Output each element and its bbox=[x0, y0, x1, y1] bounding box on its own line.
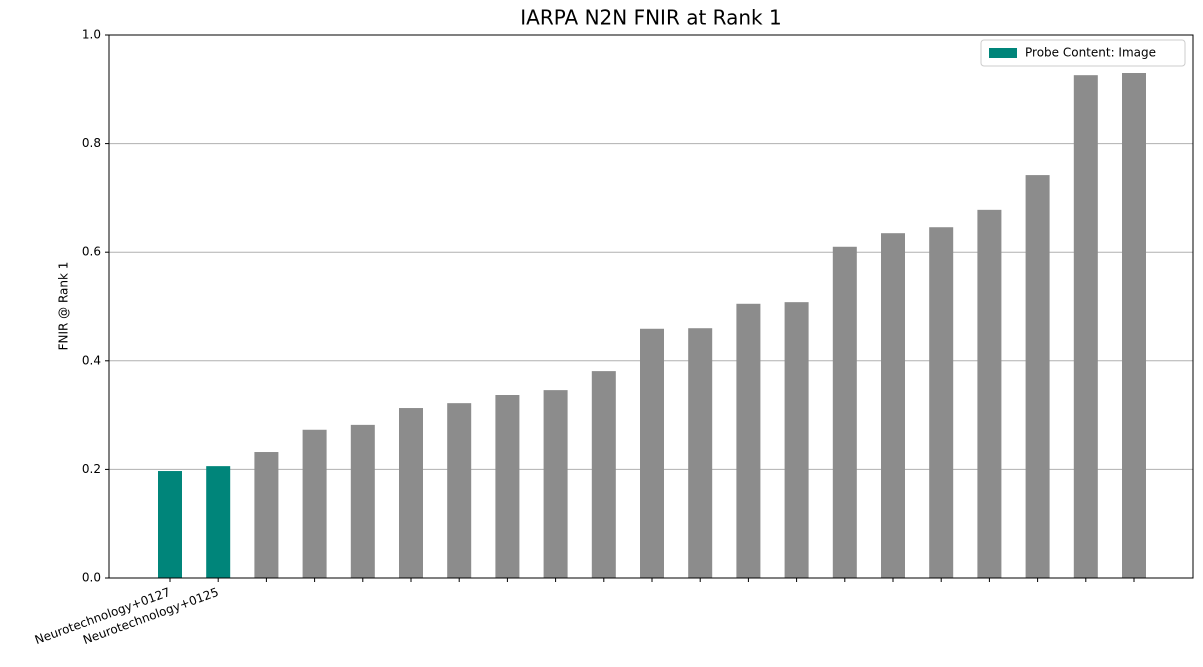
bar bbox=[495, 395, 520, 578]
bar bbox=[1073, 75, 1098, 578]
bar bbox=[447, 403, 472, 578]
bar bbox=[832, 246, 857, 578]
y-axis-label: FNIR @ Rank 1 bbox=[57, 262, 71, 351]
bar bbox=[736, 303, 761, 578]
bar bbox=[399, 408, 423, 578]
y-tick-label: 1.0 bbox=[82, 28, 101, 42]
chart-title: IARPA N2N FNIR at Rank 1 bbox=[520, 6, 781, 30]
bar bbox=[977, 209, 1002, 578]
legend: Probe Content: Image bbox=[980, 39, 1186, 67]
y-tick-label: 0.4 bbox=[82, 353, 101, 367]
bar bbox=[543, 390, 568, 578]
bar bbox=[254, 452, 279, 578]
bar bbox=[302, 429, 327, 578]
bar bbox=[591, 371, 616, 578]
bar bbox=[640, 328, 664, 578]
bar bbox=[1025, 175, 1050, 578]
bar bbox=[158, 471, 182, 578]
axes-frame bbox=[108, 34, 1194, 579]
y-tick-label: 0.0 bbox=[82, 571, 101, 585]
y-tick-label: 0.8 bbox=[82, 136, 101, 150]
legend-box bbox=[980, 39, 1186, 67]
bar bbox=[206, 466, 231, 578]
bar bbox=[784, 302, 809, 578]
y-tick-label: 0.2 bbox=[82, 462, 101, 476]
bar bbox=[1122, 73, 1146, 578]
bar bbox=[350, 424, 375, 578]
bar bbox=[881, 233, 905, 578]
y-tick-label: 0.6 bbox=[82, 245, 101, 259]
legend-label: Probe Content: Image bbox=[1025, 46, 1156, 60]
bar bbox=[688, 328, 713, 578]
legend-swatch bbox=[989, 48, 1017, 58]
bar bbox=[929, 227, 954, 579]
